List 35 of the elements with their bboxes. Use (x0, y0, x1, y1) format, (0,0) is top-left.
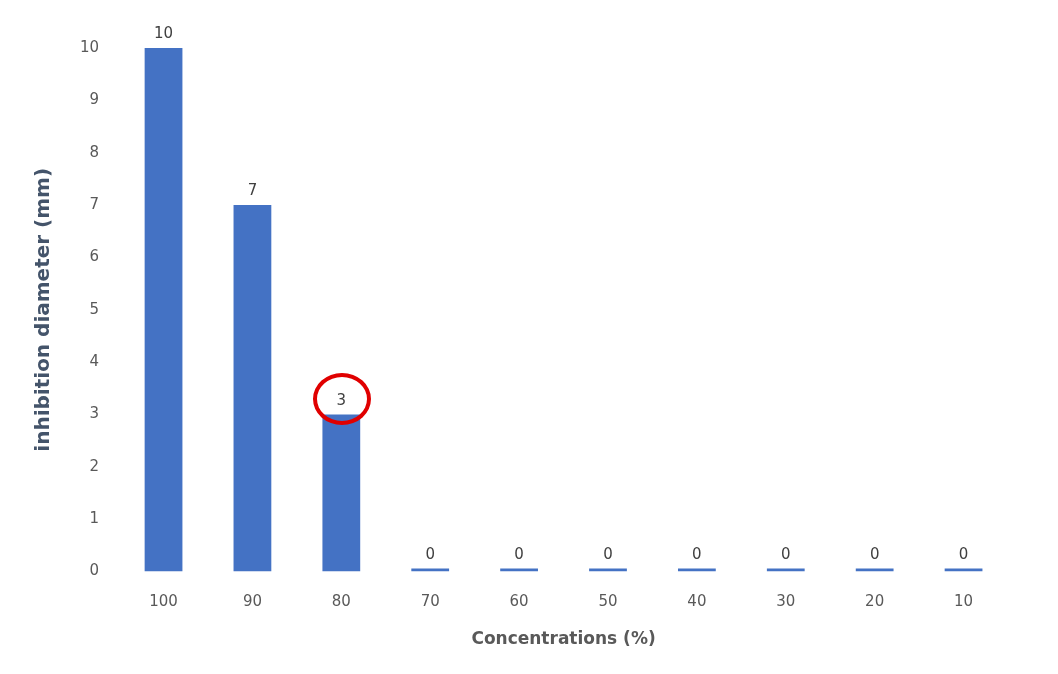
y-tick-label: 7 (89, 194, 100, 213)
y-tick-label: 5 (89, 299, 100, 318)
bar (233, 205, 272, 572)
x-tick-label: 10 (954, 592, 974, 611)
x-tick-label: 30 (776, 592, 796, 611)
y-tick-label: 1 (89, 509, 100, 528)
data-label: 0 (692, 544, 702, 563)
y-tick-label: 8 (89, 142, 100, 161)
x-tick-label: 40 (687, 592, 707, 611)
data-label: 3 (336, 390, 347, 409)
bar (144, 48, 183, 572)
y-axis-title: inhibition diameter (mm) (30, 167, 55, 452)
x-tick-label: 100 (149, 592, 178, 611)
data-label: 0 (425, 544, 435, 563)
x-tick-label: 50 (598, 592, 618, 611)
y-tick-label: 9 (89, 90, 100, 109)
x-tick-label: 80 (331, 592, 351, 611)
data-label: 10 (153, 24, 174, 43)
data-label: 0 (781, 544, 791, 563)
data-label: 0 (869, 544, 880, 563)
y-tick-label: 0 (89, 561, 100, 580)
y-tick-label: 10 (79, 37, 100, 56)
x-axis-title: Concentrations (%) (471, 628, 656, 649)
data-label: 0 (603, 544, 613, 563)
y-tick-label: 6 (89, 247, 100, 266)
x-tick-label: 90 (242, 592, 262, 611)
y-tick-label: 3 (89, 404, 100, 423)
data-label: 0 (958, 544, 969, 563)
y-tick-label: 4 (89, 352, 100, 371)
data-label: 7 (247, 181, 258, 200)
y-tick-label: 2 (89, 456, 100, 475)
data-label: 0 (514, 544, 524, 563)
x-tick-label: 70 (420, 592, 440, 611)
x-tick-label: 20 (865, 592, 885, 611)
x-tick-label: 60 (509, 592, 529, 611)
